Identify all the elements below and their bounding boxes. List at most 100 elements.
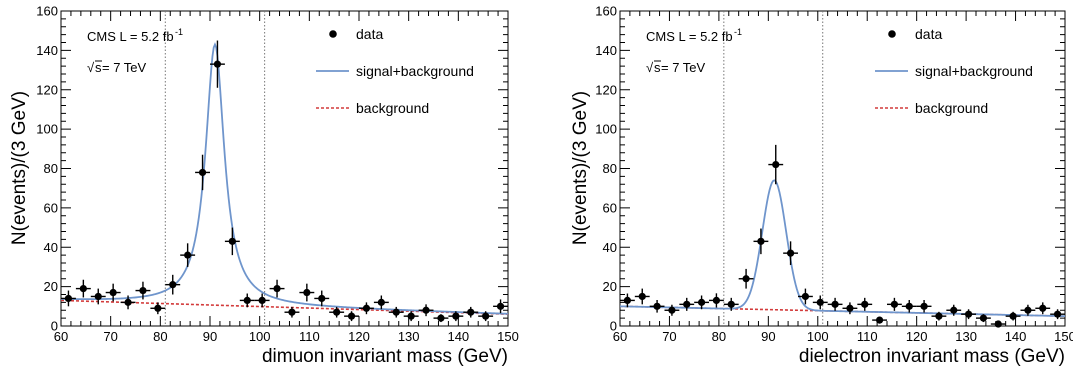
data-point [961,309,976,320]
data-marker [786,249,795,257]
data-marker [890,300,899,308]
cms-annotation: CMS L = 5.2 fb -1 √ s = 7 TeV [646,27,742,75]
energy-label: = 7 TeV [102,60,147,75]
y-tick-label: 20 [603,279,617,294]
data-marker [64,294,73,303]
data-marker [198,168,207,177]
x-tick-label: 100 [249,329,271,344]
data-point [195,154,210,191]
data-point [1050,309,1065,320]
data-marker [994,320,1002,328]
data-point [901,300,917,313]
data-point [620,293,635,308]
data-point [1035,302,1051,315]
x-tick-label: 140 [1005,329,1027,344]
data-point [664,304,680,316]
y-tick-label: 80 [44,161,58,176]
x-tick-label: 70 [103,329,117,344]
data-marker [333,308,341,316]
data-point [478,311,494,322]
luminosity-exponent: -1 [175,27,183,37]
data-point [857,297,873,311]
data-marker [228,237,236,245]
data-point [165,274,181,295]
data-point [90,288,106,305]
legend-data-label: data [356,26,383,42]
x-tick-label: 110 [857,329,878,344]
data-marker [683,300,691,308]
data-point [299,283,315,302]
data-marker [831,300,839,308]
legend-background-label: background [915,100,988,116]
data-marker [979,314,988,322]
legend-signal-label: signal+background [356,63,474,79]
data-point [946,304,962,316]
signal-background-curve [60,42,509,315]
legend-background-label: background [356,100,429,116]
data-point [753,228,769,255]
data-marker [288,308,296,316]
data-marker [94,292,102,301]
data-marker [184,251,192,259]
data-point [105,283,121,302]
data-point [373,295,389,310]
data-point [180,243,196,267]
x-tick-label: 130 [955,329,977,344]
data-point [798,288,813,305]
data-point [694,295,709,310]
energy-s-symbol: s [95,60,102,75]
x-axis-title: dielectron invariant mass (GeV) [799,346,1065,367]
data-marker [816,298,824,306]
data-point [418,304,434,317]
x-tick-label: 120 [906,329,928,344]
data-marker [623,296,632,305]
x-tick-label: 80 [712,329,726,344]
y-tick-label: 120 [36,82,58,97]
energy-label: = 7 TeV [661,60,706,75]
data-point [314,290,330,307]
data-marker [653,302,661,310]
data-point [768,144,784,185]
data-marker [668,306,676,314]
data-marker [935,312,943,320]
energy-sqrt-symbol: √ [87,60,95,75]
data-marker [169,281,177,289]
x-tick-label: 110 [299,329,320,344]
data-point [916,300,932,313]
data-point [723,297,739,311]
data-point [284,306,300,318]
data-point [872,316,887,324]
data-point [433,314,449,323]
legend-data-marker [329,30,337,38]
data-marker [392,308,400,316]
data-marker [273,284,281,293]
data-point [239,293,255,308]
data-marker [154,304,162,312]
x-tick-label: 150 [497,329,519,344]
data-marker [697,298,706,306]
y-axis-title: N(events)/(3 GeV) [9,91,30,245]
chart-panel-1: 60 70 80 90 100 110 120 130 140 150 0 20 40 60 80 100 12… [9,4,519,367]
data-point [344,311,359,322]
data-marker [303,288,311,297]
data-marker [905,302,913,310]
data-point [649,300,665,313]
y-tick-label: 60 [44,200,58,215]
data-marker [801,292,810,301]
y-tick-label: 140 [595,43,617,58]
x-axis-title: dimuon invariant mass (GeV) [262,346,508,367]
data-point [254,293,270,308]
data-marker [377,298,385,306]
y-tick-label: 80 [603,161,617,176]
luminosity-exponent: -1 [734,27,742,37]
data-marker [467,308,475,316]
data-point [827,297,843,311]
x-tick-label: 150 [1054,329,1073,344]
y-tick-label: 100 [36,122,58,137]
y-tick-label: 140 [36,43,58,58]
y-tick-label: 100 [595,122,617,137]
y-tick-label: 40 [44,240,58,255]
data-point [135,281,151,300]
data-point [359,302,374,315]
